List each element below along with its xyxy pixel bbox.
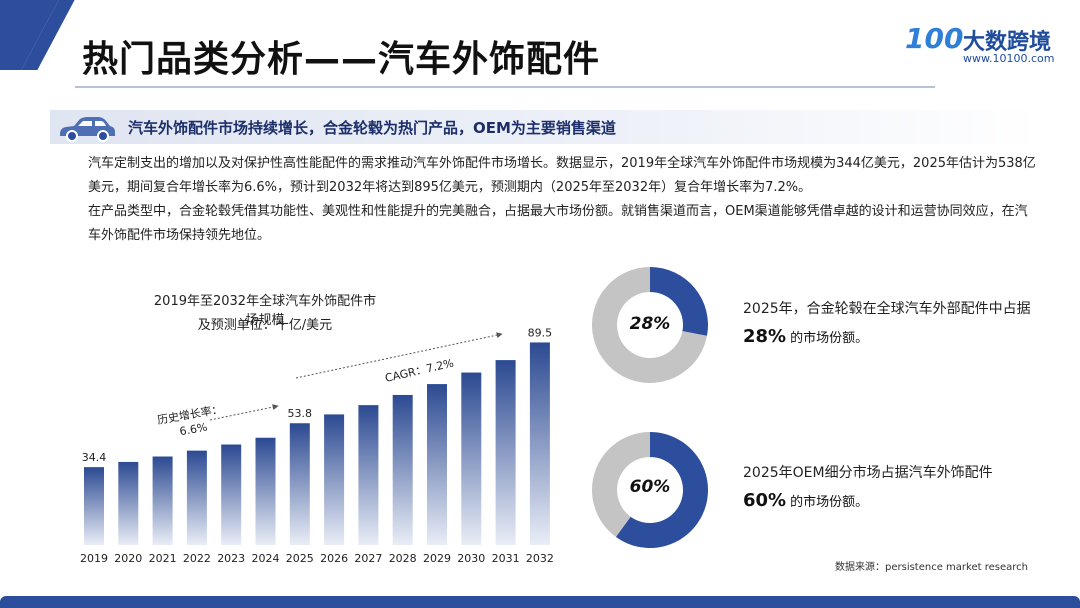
x-tick-label: 2024 [252,552,280,565]
x-tick-label: 2025 [286,552,314,565]
bar-2026 [324,414,345,545]
historical-growth-label: 历史增长率：6.6% [156,402,226,442]
bar-2022 [186,450,207,545]
bar-2021 [152,456,173,545]
bar-2020 [118,461,139,545]
oem-share-donut: 60% [592,432,708,548]
x-tick-label: 2021 [149,552,177,565]
car-icon [60,117,115,142]
historical-growth-arrow [209,404,279,421]
page-title: 热门品类分析——汽车外饰配件 [82,39,601,80]
x-tick-label: 2022 [183,552,211,565]
x-tick-label: 2023 [217,552,245,565]
x-tick-label: 2020 [114,552,142,565]
x-tick-label: 2032 [526,552,554,565]
donut-slice-oem [615,432,708,548]
x-tick-label: 2027 [354,552,382,565]
x-tick-label: 2031 [492,552,520,565]
bar-2027 [358,405,379,545]
cagr-label: CAGR：7.2% [384,356,455,384]
oem-share-suffix: 的市场份额。 [790,495,869,510]
oem-share-value: 60% 的市场份额。 [743,490,868,511]
banner-headline: 汽车外饰配件市场持续增长，合金轮毂为热门产品，OEM为主要销售渠道 [128,119,616,137]
x-tick-label: 2030 [457,552,485,565]
alloy-share-suffix: 的市场份额。 [790,331,869,346]
intro-paragraph: 汽车定制支出的增加以及对保护性高性能配件的需求推动汽车外饰配件市场增长。数据显示… [88,156,1036,195]
footer-bar [0,596,1080,608]
alloy-share-caption: 2025年，合金轮毂在全球汽车外部配件中占据 [743,301,1031,317]
donut-slice-other [592,432,650,537]
logo-name: 大数跨境 [963,30,1052,55]
bar-2031 [495,360,516,545]
bar-2032 [529,342,550,545]
donut-slice-alloy-wheels [650,267,708,336]
bar-2029 [427,384,447,545]
x-tick-label: 2028 [389,552,417,565]
bar-2019 [84,467,104,545]
data-source: 数据来源：persistence market research [835,562,1028,573]
donut-center-label: 28% [630,314,671,334]
alloy-share-percent: 28% [743,326,787,347]
data-label: 89.5 [528,326,553,339]
oem-share-percent: 60% [743,490,787,511]
alloy-wheel-share-donut: 28% [592,267,708,383]
market-size-bar-chart: 2019 2020 2021 2022 2023 2024 2025 2026 2027 2028… [80,326,554,565]
logo-url: www.10100.com [963,52,1055,65]
title-divider [75,86,935,88]
brand-logo: 100 大数跨境 www.10100.com [905,22,1065,66]
data-label: 53.8 [288,407,313,420]
oem-share-caption: 2025年OEM细分市场占据汽车外饰配件 [743,465,993,481]
chart-title: 2019年至2032年全球汽车外饰配件市场规模 [153,294,377,328]
bar-2030 [461,372,482,545]
chart-subtitle: 及预测单位：十亿/美元 [197,318,333,333]
summary-banner [50,110,1040,144]
donut-slice-other [592,267,707,383]
bar-2028 [392,394,413,545]
bar-2023 [221,444,242,545]
x-tick-label: 2026 [320,552,348,565]
x-tick-label: 2019 [80,552,108,565]
product-paragraph: 在产品类型中，合金轮毂凭借其功能性、美观性和性能提升的完美融合，占据最大市场份额… [88,204,1028,243]
bar-2025 [289,423,310,545]
cagr-arrow [295,332,503,379]
logo-mark: 100 [905,22,964,55]
alloy-share-value: 28% 的市场份额。 [743,326,868,347]
x-tick-label: 2029 [423,552,451,565]
data-label: 34.4 [82,451,107,464]
donut-center-label: 60% [630,477,671,497]
bar-2024 [255,437,276,545]
